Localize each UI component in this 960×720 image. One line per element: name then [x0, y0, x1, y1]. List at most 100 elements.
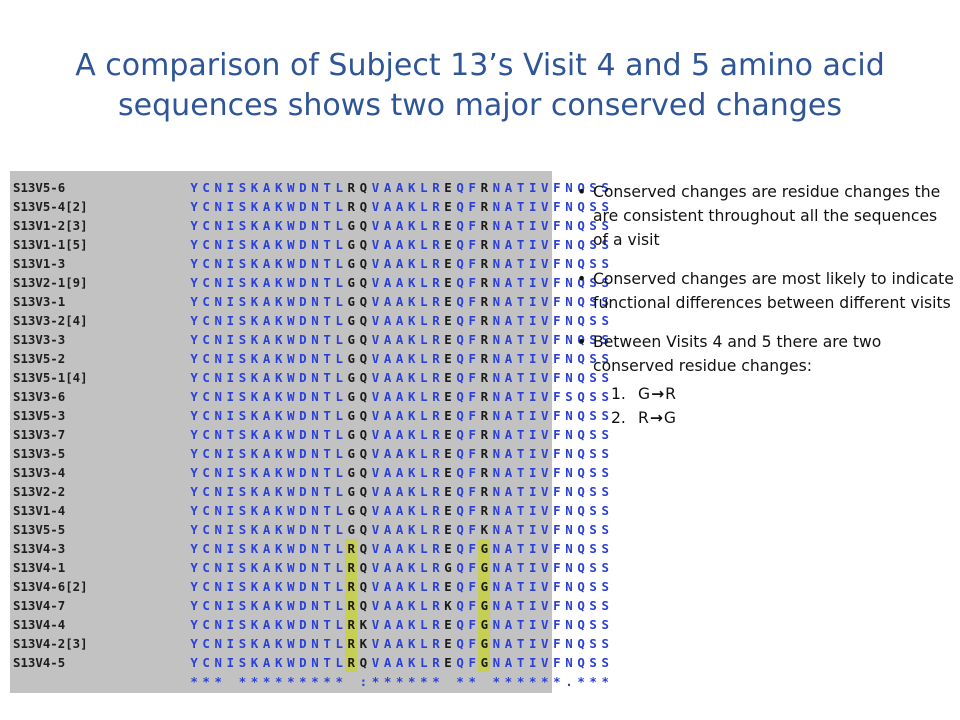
alignment-row: S13V3-5 Y C N I S K A K W D N T L G Q V A A K L R E Q F R N A T I V F N Q…	[10, 444, 609, 463]
sequence-name: S13V3-5	[13, 446, 66, 461]
sequence-name: S13V4-1	[13, 560, 66, 575]
right-arrow-icon: →	[649, 409, 663, 427]
sequence-name: S13V5-2	[13, 351, 66, 366]
alignment-row: S13V5-4[2] Y C N I S K A K W D N T L R Q V A A K L R E Q F R N A T I V…	[10, 197, 609, 216]
alignment-row: S13V4-4 Y C N I S K A K W D N T L R K V A A K L R E Q F G N A T I V F N Q…	[10, 615, 609, 634]
alignment-row: S13V5-3 Y C N I S K A K W D N T L G Q V A A K L R E Q F R N A T I V F N Q…	[10, 406, 609, 425]
change-from: R	[637, 409, 649, 427]
bullet-icon: •	[577, 270, 587, 288]
sequence-name: S13V5-6	[13, 180, 66, 195]
alignment-row: S13V3-4 Y C N I S K A K W D N T L G Q V A A K L R E Q F R N A T I V F N Q…	[10, 463, 609, 482]
alignment-row: S13V4-3 Y C N I S K A K W D N T L R Q V A A K L R E Q F G N A T I V F N Q…	[10, 539, 609, 558]
alignment-row: S13V3-6 Y C N I S K A K W D N T L G Q V A A K L R E Q F R N A T I V F S Q…	[10, 387, 609, 406]
alignment-row: S13V1-3 Y C N I S K A K W D N T L G Q V A A K L R E Q F R N A T I V F N Q…	[10, 254, 609, 273]
sequence-name: S13V4-4	[13, 617, 66, 632]
change-from: G	[637, 385, 651, 403]
alignment-row: S13V4-2[3] Y C N I S K A K W D N T L R K V A A K L R E Q F G N A T I V…	[10, 634, 609, 653]
alignment-row: S13V4-1 Y C N I S K A K W D N T L R Q V A A K L R G Q F G N A T I V F N Q…	[10, 558, 609, 577]
sequence-name: S13V3-1	[13, 294, 66, 309]
sequence-name: S13V3-2[4]	[13, 313, 88, 328]
consensus-row: * * * * * * * * * * * * : * * * * * * * * * * * * * *. * * *	[10, 672, 609, 691]
sequence-name: S13V5-1[4]	[13, 370, 88, 385]
change-to: R	[665, 385, 676, 403]
sequence-name: S13V1-4	[13, 503, 66, 518]
notes-panel: • Conserved changes are residue changes …	[577, 180, 955, 430]
alignment-row: S13V4-5 Y C N I S K A K W D N T L R Q V A A K L R E Q F G N A T I V F N Q…	[10, 653, 609, 672]
alignment-row: S13V4-7 Y C N I S K A K W D N T L R Q V A A K L R K Q F G N A T I V F N Q…	[10, 596, 609, 615]
note-text: Conserved changes are residue changes th…	[593, 183, 941, 249]
note-text: Between Visits 4 and 5 there are two con…	[593, 333, 882, 375]
change-item-1: 1. G→R	[577, 382, 955, 406]
consensus-symbols: * * * * * * * * * * * * : * * * * * * * * * * * * * *. * * *	[190, 674, 609, 689]
alignment-row: S13V5-2 Y C N I S K A K W D N T L G Q V A A K L R E Q F R N A T I V F N Q…	[10, 349, 609, 368]
note-bullet-1: • Conserved changes are residue changes …	[577, 180, 955, 252]
note-bullet-3: • Between Visits 4 and 5 there are two c…	[577, 330, 955, 378]
bullet-icon: •	[577, 333, 587, 351]
sequence-name: S13V2-1[9]	[13, 275, 88, 290]
sequence-name: S13V3-3	[13, 332, 66, 347]
bullet-icon: •	[577, 183, 587, 201]
alignment-row: S13V1-1[5] Y C N I S K A K W D N T L G Q V A A K L R E Q F R N A T I V…	[10, 235, 609, 254]
alignment-row: S13V2-1[9] Y C N I S K A K W D N T L G Q V A A K L R E Q F R N A T I V…	[10, 273, 609, 292]
sequence-name: S13V1-3	[13, 256, 66, 271]
sequence-name: S13V4-5	[13, 655, 66, 670]
sequence-alignment: S13V5-6 Y C N I S K A K W D N T L R Q V A A K L R E Q F R N A T I V F N Q…	[10, 171, 609, 693]
alignment-row: S13V2-2 Y C N I S K A K W D N T L G Q V A A K L R E Q F R N A T I V F N Q…	[10, 482, 609, 501]
note-text: Conserved changes are most likely to ind…	[593, 270, 954, 312]
sequence-name: S13V5-4[2]	[13, 199, 88, 214]
sequence-name: S13V3-4	[13, 465, 66, 480]
sequence-name: S13V1-2[3]	[13, 218, 88, 233]
alignment-row: S13V5-5 Y C N I S K A K W D N T L G Q V A A K L R E Q F K N A T I V F N Q…	[10, 520, 609, 539]
list-number: 1.	[611, 385, 626, 403]
sequence-name: S13V2-2	[13, 484, 66, 499]
alignment-row: S13V3-1 Y C N I S K A K W D N T L G Q V A A K L R E Q F R N A T I V F N Q…	[10, 292, 609, 311]
list-number: 2.	[611, 409, 626, 427]
note-bullet-2: • Conserved changes are most likely to i…	[577, 267, 955, 315]
alignment-row: S13V3-7 Y C N T S K A K W D N T L G Q V A A K L R E Q F R N A T I V F N Q…	[10, 425, 609, 444]
alignment-row: S13V4-6[2] Y C N I S K A K W D N T L R Q V A A K L R E Q F G N A T I V…	[10, 577, 609, 596]
sequence-name: S13V5-3	[13, 408, 66, 423]
alignment-row: S13V5-1[4] Y C N I S K A K W D N T L G Q V A A K L R E Q F R N A T I V…	[10, 368, 609, 387]
slide-title: A comparison of Subject 13’s Visit 4 and…	[75, 48, 885, 123]
sequence-name: S13V5-5	[13, 522, 66, 537]
change-item-2: 2. R→G	[577, 406, 955, 430]
alignment-row: S13V3-2[4] Y C N I S K A K W D N T L G Q V A A K L R E Q F R N A T I V…	[10, 311, 609, 330]
alignment-row: S13V5-6 Y C N I S K A K W D N T L R Q V A A K L R E Q F R N A T I V F N Q…	[10, 178, 609, 197]
sequence-name: S13V3-7	[13, 427, 66, 442]
change-to: G	[663, 409, 676, 427]
right-arrow-icon: →	[651, 385, 665, 403]
sequence-name: S13V4-6[2]	[13, 579, 88, 594]
sequence-name: S13V4-7	[13, 598, 66, 613]
sequence-name: S13V4-2[3]	[13, 636, 88, 651]
sequence-name: S13V1-1[5]	[13, 237, 88, 252]
alignment-row: S13V3-3 Y C N I S K A K W D N T L G Q V A A K L R E Q F R N A T I V F N Q…	[10, 330, 609, 349]
sequence-name: S13V3-6	[13, 389, 66, 404]
sequence-name: S13V4-3	[13, 541, 66, 556]
alignment-row: S13V1-4 Y C N I S K A K W D N T L G Q V A A K L R E Q F R N A T I V F N Q…	[10, 501, 609, 520]
